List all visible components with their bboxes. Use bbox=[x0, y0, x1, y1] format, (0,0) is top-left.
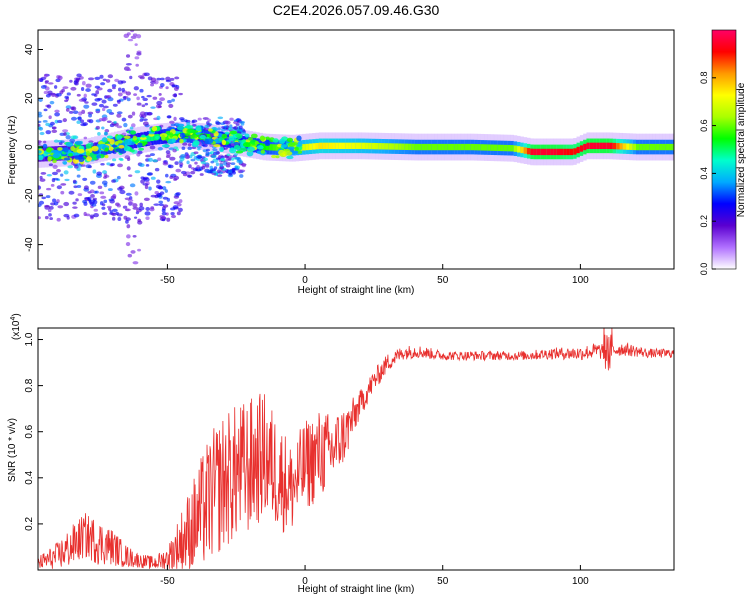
snr-y-multiplier: (x104) bbox=[10, 313, 22, 340]
colorbar-tick-label: 0.8 bbox=[699, 72, 709, 85]
snr-x-ticks: -50 0 50 100 bbox=[160, 565, 589, 587]
colorbar: 0.0 0.2 0.4 0.6 0.8 Normalized spectral ampl… bbox=[699, 29, 747, 276]
x-tick-label: 100 bbox=[572, 576, 589, 587]
snr-y-label: SNR (10 * v/v) bbox=[7, 418, 18, 482]
spectrogram-x-label: Height of straight line (km) bbox=[298, 285, 415, 296]
spectrogram-y-label: Frequency (Hz) bbox=[7, 116, 18, 185]
spectrogram-x-ticks: -50 0 50 100 bbox=[160, 264, 589, 286]
colorbar-tick-label: 0.2 bbox=[699, 215, 709, 228]
y-tick-label: 1.0 bbox=[24, 332, 35, 346]
x-tick-label: 50 bbox=[437, 275, 449, 286]
colorbar-tick-label: 0.4 bbox=[699, 167, 709, 180]
snr-frame bbox=[37, 327, 675, 571]
y-tick-label: -20 bbox=[24, 188, 35, 203]
svg-text:(x104): (x104) bbox=[10, 313, 22, 340]
snr-y-ticks: 0.2 0.4 0.6 0.8 1.0 bbox=[24, 332, 43, 531]
snr-series-line bbox=[38, 328, 674, 569]
spectrogram-y-ticks: -40 -20 0 20 40 bbox=[24, 44, 43, 252]
colorbar-ticks: 0.0 0.2 0.4 0.6 0.8 bbox=[699, 72, 716, 276]
colorbar-label: Normalized spectral amplitude bbox=[736, 82, 747, 217]
y-tick-label: 0.4 bbox=[24, 470, 35, 484]
x-tick-label: -50 bbox=[160, 275, 175, 286]
y-tick-label: -40 bbox=[24, 237, 35, 252]
x-tick-label: 50 bbox=[437, 576, 449, 587]
spectrogram-heatmap bbox=[38, 30, 674, 265]
y-tick-label: 20 bbox=[24, 92, 35, 104]
spectrogram-panel: -50 0 50 100 -40 -20 0 20 40 Height of straight… bbox=[7, 29, 675, 296]
figure-title: C2E4.2026.057.09.46.G30 bbox=[273, 2, 440, 18]
y-tick-label: 40 bbox=[24, 44, 35, 56]
spectrogram-frame bbox=[37, 29, 675, 270]
colorbar-tick-label: 0.0 bbox=[699, 263, 709, 276]
y-tick-label: 0.6 bbox=[24, 424, 35, 438]
y-tick-label: 0 bbox=[24, 144, 35, 150]
snr-x-label: Height of straight line (km) bbox=[298, 584, 415, 595]
colorbar-gradient bbox=[711, 29, 737, 270]
x-tick-label: 100 bbox=[572, 275, 589, 286]
y-tick-label: 0.2 bbox=[24, 517, 35, 531]
colorbar-tick-label: 0.6 bbox=[699, 119, 709, 132]
y-tick-label: 0.8 bbox=[24, 378, 35, 392]
x-tick-label: 0 bbox=[302, 576, 308, 587]
snr-panel: -50 0 50 100 0.2 0.4 0.6 0.8 1.0 Height of stra… bbox=[7, 313, 675, 595]
snr-y-multiplier-exp: 4 bbox=[10, 317, 17, 321]
x-tick-label: -50 bbox=[160, 576, 175, 587]
x-tick-label: 0 bbox=[302, 275, 308, 286]
snr-y-multiplier-base: (x10 bbox=[11, 320, 22, 340]
